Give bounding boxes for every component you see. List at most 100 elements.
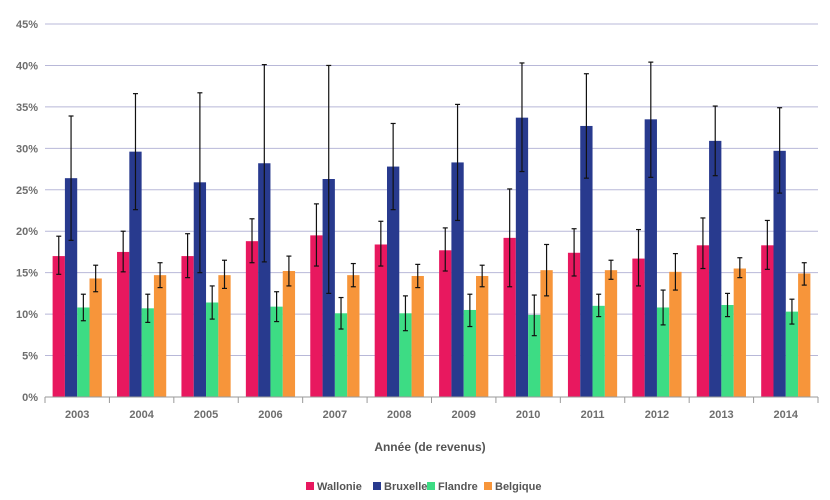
error-bar [712, 105, 718, 177]
error-bar [571, 228, 577, 277]
bar [476, 275, 489, 397]
bar [463, 309, 477, 397]
error-bar [185, 233, 191, 279]
bar [733, 268, 746, 397]
legend-item: Belgique [484, 481, 541, 493]
error-bar [764, 219, 770, 270]
error-bar [672, 253, 678, 291]
error-bar [56, 235, 62, 275]
bar [206, 302, 219, 397]
bar [644, 119, 657, 398]
error-bar [68, 115, 74, 241]
bar [761, 245, 774, 397]
error-bar [197, 92, 203, 274]
bar [592, 305, 605, 397]
bars [52, 117, 811, 398]
error-bar [583, 73, 589, 179]
error-bar [660, 289, 666, 326]
error-bar [261, 64, 267, 263]
error-bar [145, 293, 151, 323]
x-tick-label: 2009 [451, 409, 475, 421]
error-bar [648, 61, 654, 178]
bar [656, 307, 670, 397]
x-tick-label: 2004 [129, 409, 154, 421]
error-bar [636, 228, 642, 287]
x-tick-label: 2003 [65, 409, 89, 421]
bar [399, 313, 412, 397]
bar [153, 275, 167, 397]
bar [696, 245, 710, 397]
x-tick-label: 2012 [645, 409, 669, 421]
bar [773, 150, 786, 397]
error-bar [519, 62, 525, 173]
x-tick-label: 2008 [387, 409, 411, 421]
bar [386, 166, 400, 397]
error-bar [700, 217, 706, 270]
bar [580, 125, 593, 397]
bar [528, 314, 541, 397]
error-bar [544, 243, 550, 297]
error-bar [80, 293, 86, 322]
error-bar [789, 298, 795, 325]
y-tick-label: 30% [16, 143, 38, 155]
x-axis-ticks: 2003 2004 2005 2006 2007 2008 2009 2010 2011 2012… [65, 409, 799, 421]
bar [258, 163, 271, 397]
bar [245, 241, 259, 397]
error-bar [402, 295, 408, 332]
x-tick-label: 2006 [258, 409, 282, 421]
x-tick-label: 2007 [323, 409, 347, 421]
error-bar [455, 103, 461, 222]
bar [451, 162, 464, 397]
error-bar [531, 294, 537, 337]
x-axis-label: Année (de revenus) [374, 440, 485, 454]
bar [515, 117, 529, 398]
error-bar [120, 230, 126, 273]
y-tick-label: 40% [16, 60, 38, 72]
bar [141, 308, 154, 397]
bar [117, 251, 130, 397]
error-bars [56, 61, 807, 337]
bar [89, 278, 102, 397]
bar [218, 275, 231, 397]
bar [334, 313, 348, 397]
bar [270, 306, 283, 397]
legend-swatch [306, 482, 314, 490]
grid-lines [45, 23, 818, 398]
x-tick-label: 2010 [516, 409, 540, 421]
bar [52, 256, 65, 397]
legend-label: Wallonie [317, 481, 362, 493]
y-tick-label: 35% [16, 102, 38, 114]
legend-swatch [427, 482, 435, 490]
y-tick-label: 15% [16, 268, 38, 280]
error-bar [801, 262, 807, 286]
bar [374, 244, 387, 397]
y-tick-label: 45% [16, 19, 38, 31]
error-bar [737, 257, 743, 279]
bar [669, 271, 682, 397]
bar [129, 151, 142, 397]
error-bar [93, 264, 99, 293]
legend-item: Flandre [427, 481, 478, 493]
y-axis-ticks: 0% 5% 10% 15% 20% 25% 30% 35% 40% 45% [16, 19, 38, 404]
x-axis [44, 396, 819, 403]
legend-label: Flandre [438, 481, 478, 493]
bar [604, 270, 618, 397]
legend-label: Bruxelles [384, 481, 434, 493]
bar [540, 270, 553, 397]
error-bar [378, 220, 384, 267]
error-bar [608, 259, 614, 280]
legend-label: Belgique [495, 481, 541, 493]
error-bar [313, 203, 319, 267]
y-tick-label: 25% [16, 185, 38, 197]
bar [64, 178, 78, 397]
bar [503, 237, 516, 397]
bar [411, 275, 424, 397]
error-bar [326, 64, 332, 294]
error-bar [467, 293, 473, 328]
error-bar [725, 292, 731, 318]
bar [709, 140, 722, 397]
error-bar [350, 262, 356, 288]
error-bar [338, 296, 344, 330]
legend: Wallonie Bruxelles Flandre Belgique [306, 481, 541, 493]
